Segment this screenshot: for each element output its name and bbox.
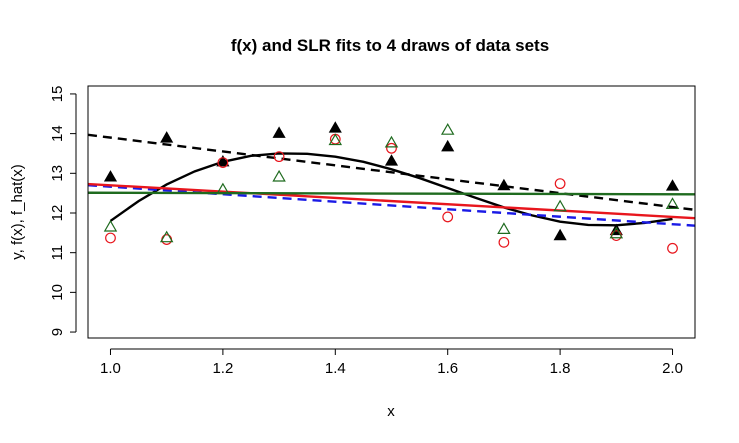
y-tick-label: 10 bbox=[49, 284, 66, 301]
point-series-0-6 bbox=[441, 139, 455, 152]
point-series-2-0 bbox=[103, 219, 118, 232]
point-series-0-10 bbox=[665, 179, 680, 191]
line-series-0 bbox=[109, 152, 673, 227]
y-tick-label: 9 bbox=[49, 328, 66, 336]
point-series-0-4 bbox=[328, 121, 342, 133]
point-series-0-2 bbox=[216, 154, 230, 167]
x-tick-label: 1.2 bbox=[212, 360, 233, 377]
point-series-2-9 bbox=[609, 226, 624, 239]
line-series-3 bbox=[88, 182, 695, 220]
point-series-2-6 bbox=[440, 123, 455, 135]
plot-area bbox=[88, 121, 695, 254]
point-series-2-10 bbox=[665, 197, 680, 209]
point-series-2-3 bbox=[272, 169, 286, 182]
point-series-0-0 bbox=[103, 170, 118, 182]
y-tick-label: 13 bbox=[49, 165, 66, 182]
point-series-2-8 bbox=[553, 199, 567, 212]
x-tick-label: 1.4 bbox=[325, 360, 346, 377]
y-tick-label: 14 bbox=[49, 125, 66, 142]
point-series-1-3 bbox=[273, 151, 285, 163]
y-tick-label: 12 bbox=[49, 205, 66, 222]
point-series-0-8 bbox=[553, 228, 567, 241]
point-series-2-2 bbox=[216, 182, 230, 195]
point-series-0-1 bbox=[160, 131, 174, 143]
chart-title: f(x) and SLR fits to 4 draws of data set… bbox=[231, 36, 549, 55]
point-series-1-10 bbox=[667, 242, 678, 254]
point-series-1-4 bbox=[329, 133, 341, 145]
plot-frame bbox=[87, 85, 696, 339]
x-tick-label: 2.0 bbox=[662, 360, 683, 377]
x-tick-label: 1.6 bbox=[437, 360, 458, 377]
line-series-2 bbox=[88, 184, 695, 227]
point-series-0-7 bbox=[497, 178, 511, 191]
line-series-1 bbox=[88, 133, 695, 212]
point-series-1-8 bbox=[554, 178, 566, 190]
y-tick-label: 11 bbox=[49, 245, 66, 261]
x-tick-label: 1.0 bbox=[100, 360, 121, 377]
y-axis-label: y, f(x), f_hat(x) bbox=[9, 164, 26, 260]
line-series-4 bbox=[88, 191, 695, 196]
x-tick-label: 1.8 bbox=[550, 360, 571, 377]
point-series-2-5 bbox=[384, 135, 399, 148]
y-tick-label: 15 bbox=[49, 86, 66, 103]
point-series-2-4 bbox=[328, 133, 343, 146]
point-series-1-7 bbox=[498, 236, 510, 248]
point-series-1-6 bbox=[442, 211, 454, 223]
point-series-0-3 bbox=[272, 126, 286, 138]
point-series-2-7 bbox=[497, 222, 511, 234]
point-series-0-5 bbox=[384, 154, 399, 166]
axes: 1.0 1.2 1.4 1.6 1.8 2.0 9 10 11 12 13 14 15 bbox=[49, 86, 683, 377]
point-series-2-1 bbox=[159, 230, 174, 243]
point-series-1-2 bbox=[217, 157, 229, 168]
point-series-1-1 bbox=[161, 234, 173, 245]
point-series-1-0 bbox=[105, 232, 116, 244]
x-axis-label: x bbox=[387, 403, 395, 420]
point-series-1-5 bbox=[386, 142, 397, 154]
